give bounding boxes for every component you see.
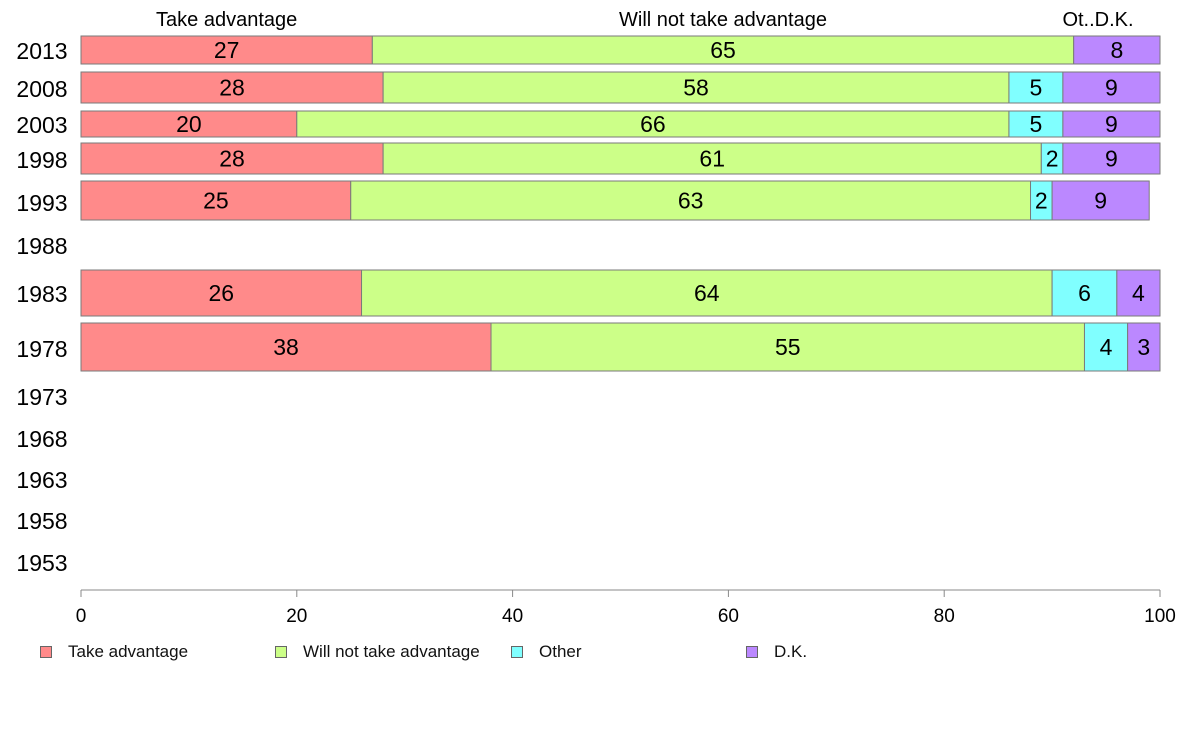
bar-value-label: 5 bbox=[1030, 111, 1043, 137]
year-label: 2008 bbox=[16, 76, 67, 102]
x-tick-label: 60 bbox=[718, 606, 739, 627]
x-tick-label: 40 bbox=[502, 606, 523, 627]
year-label: 1983 bbox=[16, 281, 67, 307]
bar-segment bbox=[350, 180, 1032, 221]
year-label: 1963 bbox=[16, 467, 67, 493]
bar-value-label: 6 bbox=[1078, 280, 1091, 306]
bar-segment bbox=[382, 142, 1042, 175]
column-header-labels: Take advantage Will not take advantage Ot.… bbox=[156, 9, 1134, 31]
year-label: 1968 bbox=[16, 426, 67, 452]
bar-value-label: 58 bbox=[683, 75, 709, 101]
bar-segment bbox=[80, 35, 373, 65]
bar-segment bbox=[382, 71, 1010, 104]
bar-value-label: 28 bbox=[219, 146, 245, 172]
bar-value-label: 20 bbox=[176, 111, 202, 137]
legend-swatch bbox=[511, 646, 523, 658]
legend-label: Other bbox=[539, 642, 582, 661]
x-tick-label: 100 bbox=[1144, 606, 1176, 627]
legend-item-other: Other bbox=[511, 642, 582, 662]
bar-segment bbox=[1062, 110, 1161, 138]
bar-value-label: 55 bbox=[775, 334, 801, 360]
bars-group: 27 65 828 58 5 920 66 5 928 61 2 925 63 2 926 64 6 438 55 4… bbox=[80, 35, 1161, 372]
year-label: 2003 bbox=[16, 112, 67, 138]
bar-value-label: 38 bbox=[273, 334, 299, 360]
bar-segment bbox=[1083, 322, 1129, 372]
legend: Take advantage Will not take advantage O… bbox=[0, 642, 1188, 666]
bar-value-label: 9 bbox=[1105, 111, 1118, 137]
bar-segment bbox=[1051, 180, 1150, 221]
x-tick-label: 80 bbox=[934, 606, 955, 627]
legend-swatch bbox=[275, 646, 287, 658]
bar-segment bbox=[80, 142, 384, 175]
legend-item-will-not-take-advantage: Will not take advantage bbox=[275, 642, 480, 662]
bar-value-label: 3 bbox=[1137, 334, 1150, 360]
bar-value-label: 65 bbox=[710, 37, 736, 63]
year-label: 1993 bbox=[16, 190, 67, 216]
bar-value-label: 5 bbox=[1030, 75, 1043, 101]
bar-value-label: 9 bbox=[1094, 188, 1107, 214]
year-label: 1998 bbox=[16, 147, 67, 173]
year-label: 1978 bbox=[16, 336, 67, 362]
bar-segment bbox=[1073, 35, 1161, 65]
bar-value-label: 2 bbox=[1035, 188, 1048, 214]
bar-value-label: 25 bbox=[203, 188, 229, 214]
bar-segment bbox=[1127, 322, 1161, 372]
legend-swatch bbox=[746, 646, 758, 658]
legend-item-dk: D.K. bbox=[746, 642, 807, 662]
bar-value-label: 64 bbox=[694, 280, 720, 306]
bar-segment bbox=[296, 110, 1010, 138]
x-axis: 0 20 40 60 80 100 bbox=[76, 589, 1176, 627]
legend-swatch bbox=[40, 646, 52, 658]
column-header-label: Take advantage bbox=[156, 9, 297, 31]
bar-segment bbox=[80, 110, 298, 138]
bar-value-label: 2 bbox=[1046, 146, 1059, 172]
bar-value-label: 63 bbox=[678, 188, 704, 214]
bar-value-label: 9 bbox=[1105, 146, 1118, 172]
bar-value-label: 28 bbox=[219, 75, 245, 101]
legend-label: Will not take advantage bbox=[303, 642, 480, 661]
bar-segment bbox=[1008, 71, 1064, 104]
bar-segment bbox=[80, 180, 352, 221]
x-tick-label: 20 bbox=[286, 606, 307, 627]
x-tick-label: 0 bbox=[76, 606, 87, 627]
bar-segment bbox=[490, 322, 1085, 372]
year-label: 1958 bbox=[16, 508, 67, 534]
bar-value-label: 61 bbox=[699, 146, 725, 172]
bar-value-label: 4 bbox=[1100, 334, 1113, 360]
legend-label: D.K. bbox=[774, 642, 808, 661]
bar-value-label: 8 bbox=[1110, 37, 1123, 63]
year-label: 2013 bbox=[16, 38, 67, 64]
bar-segment bbox=[1008, 110, 1064, 138]
bar-segment bbox=[80, 269, 363, 317]
column-header-label: Will not take advantage bbox=[619, 9, 827, 31]
bar-value-label: 66 bbox=[640, 111, 666, 137]
bar-value-label: 4 bbox=[1132, 280, 1145, 306]
bar-segment bbox=[1062, 142, 1161, 175]
year-label: 1988 bbox=[16, 233, 67, 259]
legend-item-take-advantage: Take advantage bbox=[40, 642, 188, 662]
year-labels: 2013 2008 2003 1998 1993 1988 1983 1978 1973 1968… bbox=[16, 38, 67, 576]
column-header-label: Ot..D.K. bbox=[1062, 9, 1133, 31]
stacked-bar-chart: Take advantage Will not take advantage Ot.… bbox=[16, 9, 1176, 627]
bar-segment bbox=[1062, 71, 1161, 104]
bar-segment bbox=[1116, 269, 1161, 317]
year-label: 1973 bbox=[16, 384, 67, 410]
bar-value-label: 26 bbox=[208, 280, 234, 306]
bar-value-label: 27 bbox=[214, 37, 240, 63]
legend-label: Take advantage bbox=[68, 642, 189, 661]
bar-value-label: 9 bbox=[1105, 75, 1118, 101]
year-label: 1953 bbox=[16, 550, 67, 576]
bar-segment bbox=[371, 35, 1075, 65]
